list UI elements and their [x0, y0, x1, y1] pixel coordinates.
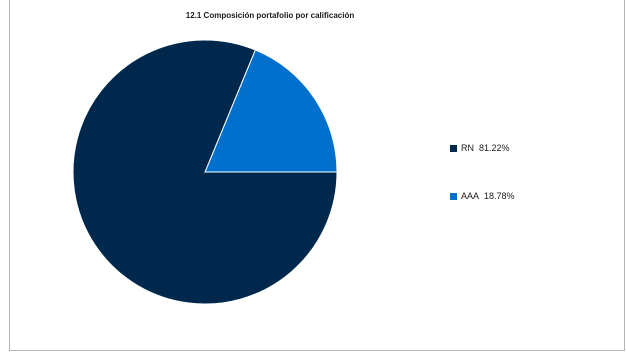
legend-item-aaa: AAA 18.78% [450, 190, 515, 202]
pie-slice-aaa [204, 49, 338, 173]
pie-slice-rn [72, 39, 338, 305]
legend-label-aaa: AAA [461, 191, 480, 201]
legend-item-rn: RN 81.22% [450, 142, 515, 154]
chart-legend: RN 81.22% AAA 18.78% [450, 142, 515, 238]
legend-value-aaa: 18.78% [484, 191, 515, 201]
legend-label-rn: RN [461, 143, 474, 153]
legend-swatch-aaa [450, 192, 457, 200]
chart-title: 12.1 Composición portafolio por califica… [185, 11, 355, 20]
legend-value-rn: 81.22% [479, 143, 510, 153]
chart-frame [9, 0, 625, 351]
legend-swatch-rn [450, 144, 457, 152]
